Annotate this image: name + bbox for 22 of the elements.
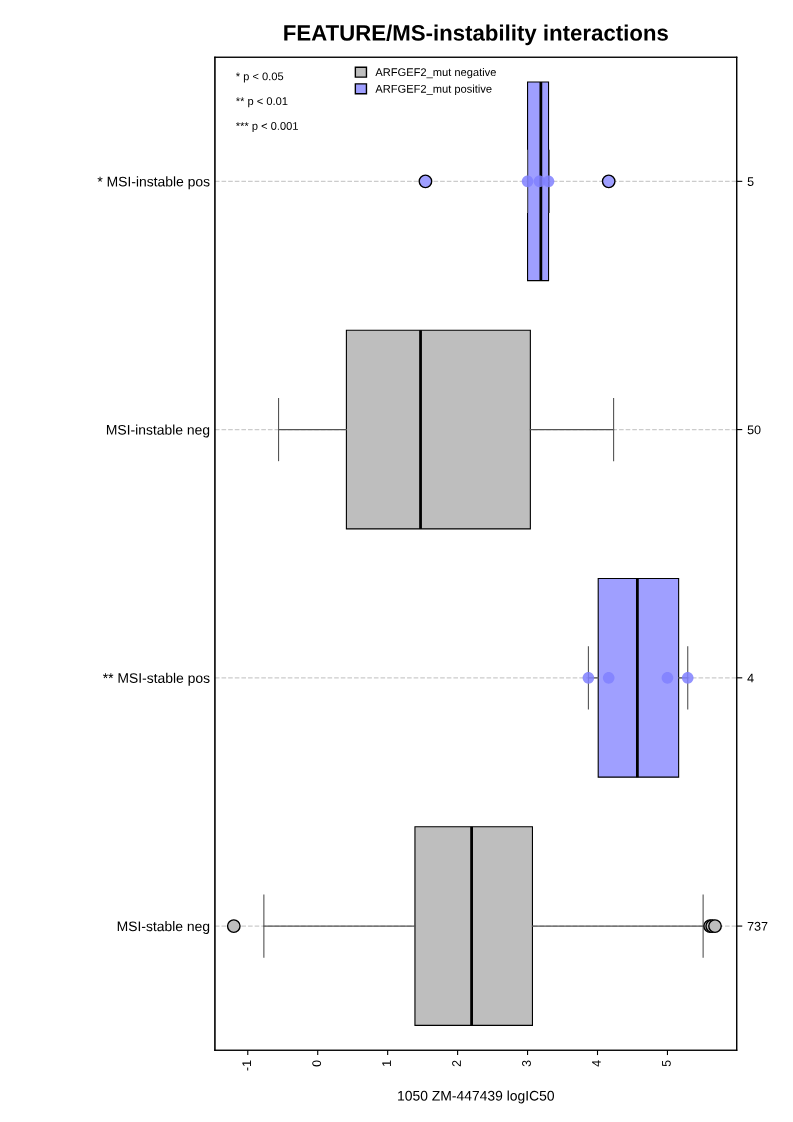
y2-tick-label: 4 — [747, 673, 754, 683]
x-tick-label: 0 — [312, 1060, 322, 1067]
chart-title: FEATURE/MS-instability interactions — [284, 24, 668, 46]
y2-tick-label: 50 — [747, 425, 761, 435]
y2-tick-label: 5 — [747, 177, 754, 186]
x-tick-label: 1 — [382, 1060, 391, 1066]
y-tick-label: ** MSI-stable pos — [102, 672, 210, 686]
x-axis-title: 1050 ZM-447439 logIC50 — [398, 1090, 555, 1104]
annotation: * p < 0.05 — [235, 72, 284, 83]
y-tick-label: MSI-instable neg — [106, 424, 210, 438]
legend-label: ARFGEF2_mut negative — [375, 67, 496, 79]
x-tick-label: 3 — [522, 1060, 531, 1067]
x-tick-label: 4 — [592, 1060, 601, 1067]
annotation: *** p < 0.001 — [235, 122, 298, 133]
annotation: ** p < 0.01 — [235, 97, 288, 108]
legend-label: ARFGEF2_mut positive — [375, 84, 492, 95]
y-tick-label: MSI-stable neg — [117, 921, 210, 934]
x-tick-label: -1 — [242, 1060, 252, 1071]
y2-tick-label: 737 — [747, 921, 768, 931]
y-tick-label: * MSI-instable pos — [97, 176, 210, 190]
x-tick-label: 5 — [662, 1060, 671, 1067]
x-tick-label: 2 — [452, 1060, 461, 1067]
